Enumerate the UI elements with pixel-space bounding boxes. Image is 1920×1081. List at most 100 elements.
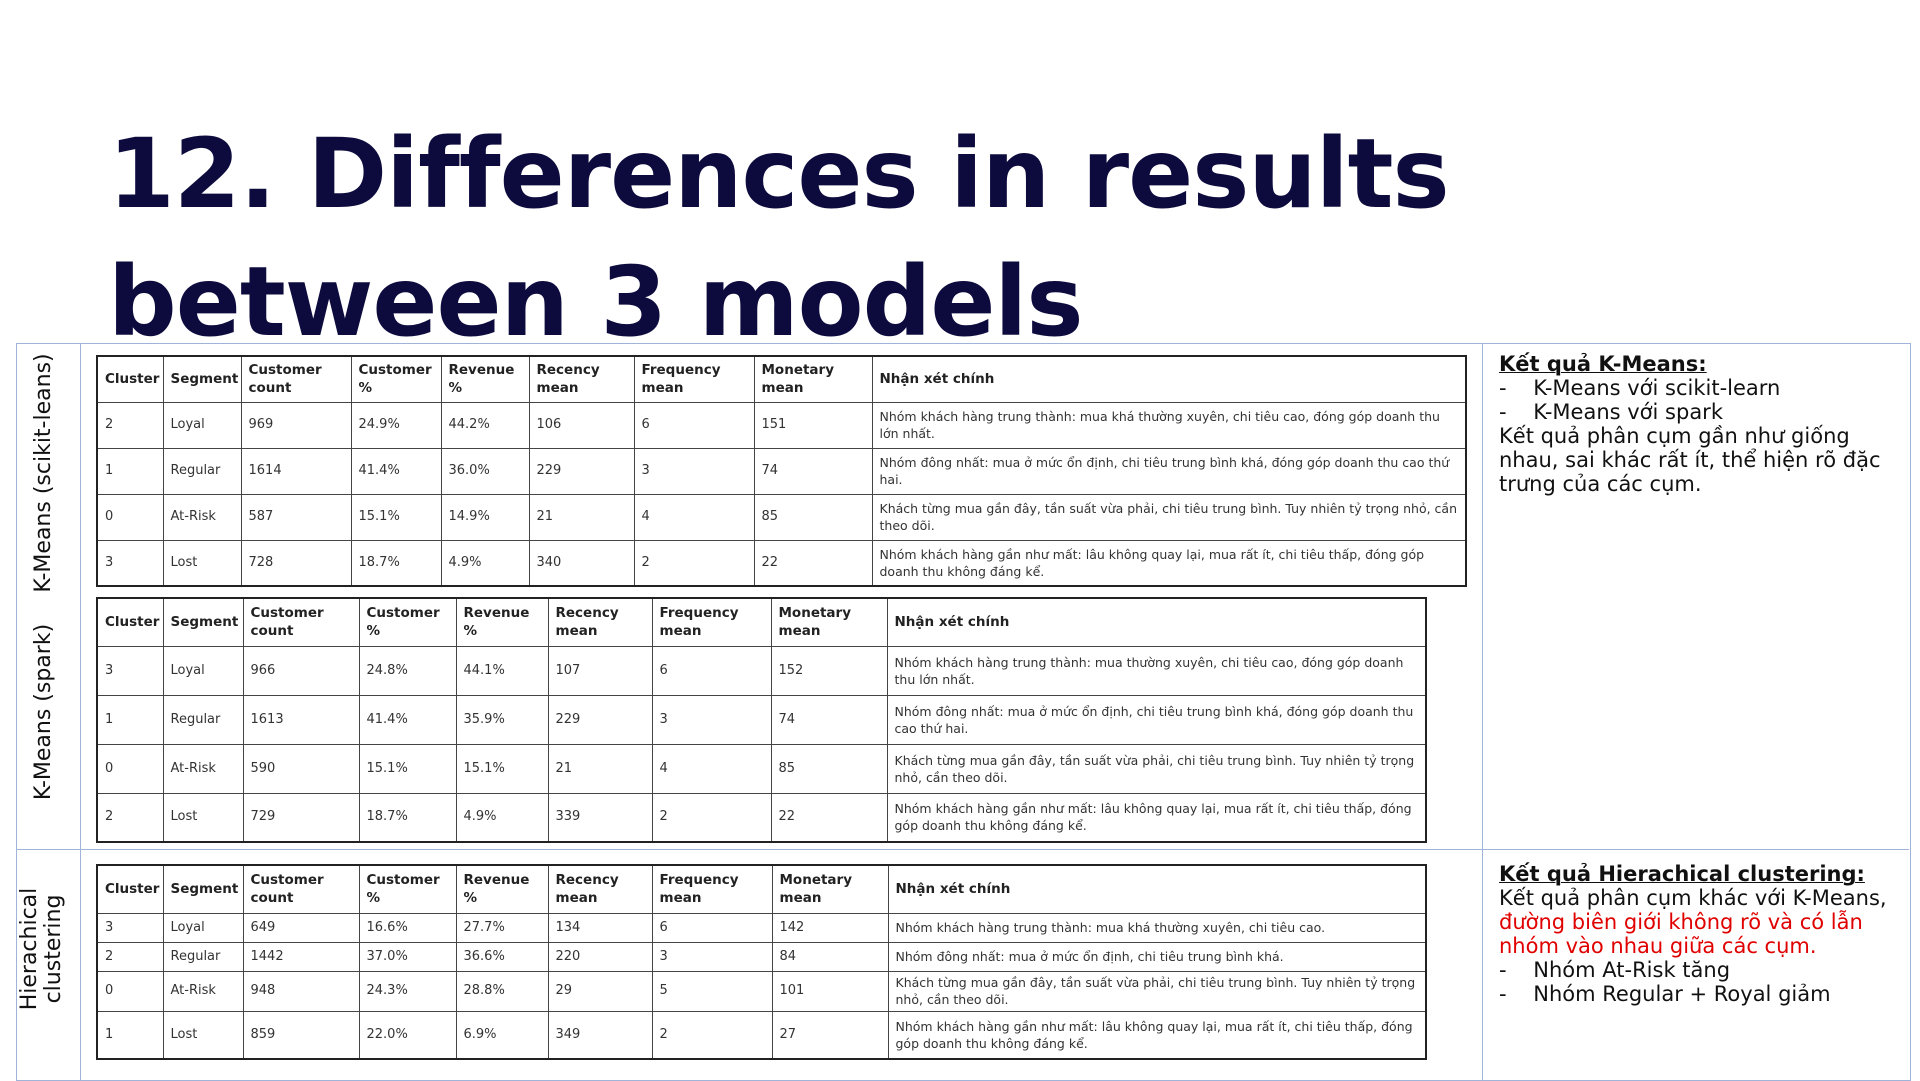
column-header: Customer count [240, 355, 352, 403]
table-cell: 41.4% [358, 694, 457, 745]
hierarchical-table: Cluster Segment Customer count Customer % Re… [96, 864, 1427, 1060]
note-cell: Khách từng mua gần đây, tần suất vừa phả… [886, 743, 1427, 794]
column-header: Segment [162, 864, 244, 914]
table-cell: 85 [753, 493, 873, 541]
table-cell: 36.6% [455, 941, 549, 972]
table-cell: 28.8% [455, 970, 549, 1012]
table-cell: 340 [528, 539, 635, 587]
table-cell: 229 [528, 447, 635, 495]
column-header: Customer % [350, 355, 442, 403]
notes-text-plain: Kết quả phân cụm khác với K-Means, [1499, 886, 1887, 910]
table-cell: 85 [770, 743, 888, 794]
note-cell: Nhóm đông nhất: mua ở mức ổn định, chi t… [887, 941, 1427, 972]
table-cell: 4.9% [440, 539, 530, 587]
column-header: Cluster [96, 355, 164, 403]
table-cell: 728 [240, 539, 352, 587]
note-cell: Nhóm khách hàng gần như mất: lâu không q… [887, 1010, 1427, 1060]
table-cell: At-Risk [162, 493, 242, 541]
table-cell: 134 [547, 912, 653, 943]
table-cell: 349 [547, 1010, 653, 1060]
table-cell: 590 [242, 743, 360, 794]
table-row: 1 Regular 1614 41.4% 36.0% 229 3 74 Nhóm đông nh… [96, 447, 1467, 495]
table-cell: 6 [633, 401, 755, 449]
table-cell: 859 [242, 1010, 360, 1060]
table-cell: Loyal [162, 401, 242, 449]
note-cell: Nhóm khách hàng trung thành: mua khá thư… [871, 401, 1467, 449]
table-cell: 1613 [242, 694, 360, 745]
table-cell: 22.0% [358, 1010, 457, 1060]
table-row: 2 Loyal 969 24.9% 44.2% 106 6 151 Nhóm khách hàn… [96, 401, 1467, 449]
kmeans-spark-table: Cluster Segment Customer count Customer % Re… [96, 597, 1427, 843]
note-cell: Khách từng mua gần đây, tần suất vừa phả… [887, 970, 1427, 1012]
table-cell: At-Risk [162, 970, 244, 1012]
notes-summary: Kết quả phân cụm gần như giống nhau, sai… [1499, 424, 1881, 496]
note-cell: Khách từng mua gần đây, tần suất vừa phả… [871, 493, 1467, 541]
note-cell: Nhóm đông nhất: mua ở mức ổn định, chi t… [886, 694, 1427, 745]
divider [1482, 343, 1483, 1080]
column-header: Recency mean [528, 355, 635, 403]
notes-heading: Kết quả Hierachical clustering: [1499, 862, 1865, 886]
table-cell: Regular [162, 941, 244, 972]
row-label-line: clustering [41, 894, 66, 1004]
table-cell: 0 [96, 493, 164, 541]
column-header: Monetary mean [753, 355, 873, 403]
table-row: 1 Regular 1613 41.4% 35.9% 229 3 74 Nhóm đông nh… [96, 694, 1427, 745]
table-cell: 18.7% [350, 539, 442, 587]
table-cell: 649 [242, 912, 360, 943]
notes-text: Kết quả phân cụm khác với K-Means, đường… [1499, 886, 1894, 958]
table-cell: 107 [547, 645, 653, 696]
table-row: 3 Loyal 966 24.8% 44.1% 107 6 152 Nhóm khách hàn… [96, 645, 1427, 696]
notes-item: - K-Means với spark [1499, 400, 1723, 424]
column-header: Monetary mean [771, 864, 889, 914]
table-cell: 41.4% [350, 447, 442, 495]
table-row: 2 Lost 729 18.7% 4.9% 339 2 22 Nhóm khách hàng g… [96, 792, 1427, 843]
table-cell: 6.9% [455, 1010, 549, 1060]
column-header: Customer count [242, 864, 360, 914]
notes-item: - Nhóm Regular + Royal giảm [1499, 982, 1831, 1006]
table-cell: 3 [651, 694, 772, 745]
table-cell: 0 [96, 743, 164, 794]
table-cell: 22 [753, 539, 873, 587]
row-label-kmeans-sklearn: K-Means (scikit-leans) [31, 353, 56, 593]
note-cell: Nhóm khách hàng trung thành: mua khá thư… [887, 912, 1427, 943]
table-cell: 339 [547, 792, 653, 843]
row-label-line: Hierachical [17, 887, 42, 1011]
table-cell: 2 [96, 401, 164, 449]
note-cell: Nhóm khách hàng gần như mất: lâu không q… [886, 792, 1427, 843]
table-cell: 948 [242, 970, 360, 1012]
notes-item: - K-Means với scikit-learn [1499, 376, 1781, 400]
column-header: Customer % [358, 864, 457, 914]
kmeans-sklearn-table: Cluster Segment Customer count Customer % Re… [96, 355, 1467, 587]
table-cell: 966 [242, 645, 360, 696]
table-cell: 969 [240, 401, 352, 449]
table-cell: 4 [633, 493, 755, 541]
table-cell: Loyal [162, 912, 244, 943]
row-label-kmeans-spark: K-Means (spark) [31, 623, 56, 801]
table-cell: 21 [528, 493, 635, 541]
table-cell: 24.8% [358, 645, 457, 696]
table-row: 2 Regular 1442 37.0% 36.6% 220 3 84 Nhóm đông nh… [96, 941, 1427, 972]
table-cell: 3 [633, 447, 755, 495]
table-cell: 15.1% [350, 493, 442, 541]
table-cell: 84 [771, 941, 889, 972]
table-row: 3 Loyal 649 16.6% 27.7% 134 6 142 Nhóm khách hàn… [96, 912, 1427, 943]
table-cell: 2 [651, 1010, 773, 1060]
table-row: 3 Lost 728 18.7% 4.9% 340 2 22 Nhóm khách hàng g… [96, 539, 1467, 587]
table-cell: 44.2% [440, 401, 530, 449]
column-header: Monetary mean [770, 597, 888, 647]
table-cell: 4 [651, 743, 772, 794]
table-cell: 6 [651, 912, 773, 943]
notes-item: - Nhóm At-Risk tăng [1499, 958, 1731, 982]
table-cell: 29 [547, 970, 653, 1012]
notes-heading: Kết quả K-Means: [1499, 352, 1707, 376]
table-cell: 142 [771, 912, 889, 943]
table-cell: 587 [240, 493, 352, 541]
table-cell: 15.1% [455, 743, 549, 794]
column-header: Customer count [242, 597, 360, 647]
column-header: Recency mean [547, 597, 653, 647]
table-cell: 35.9% [455, 694, 549, 745]
table-cell: 151 [753, 401, 873, 449]
table-cell: Regular [162, 447, 242, 495]
table-cell: 24.9% [350, 401, 442, 449]
column-header: Cluster [96, 597, 164, 647]
